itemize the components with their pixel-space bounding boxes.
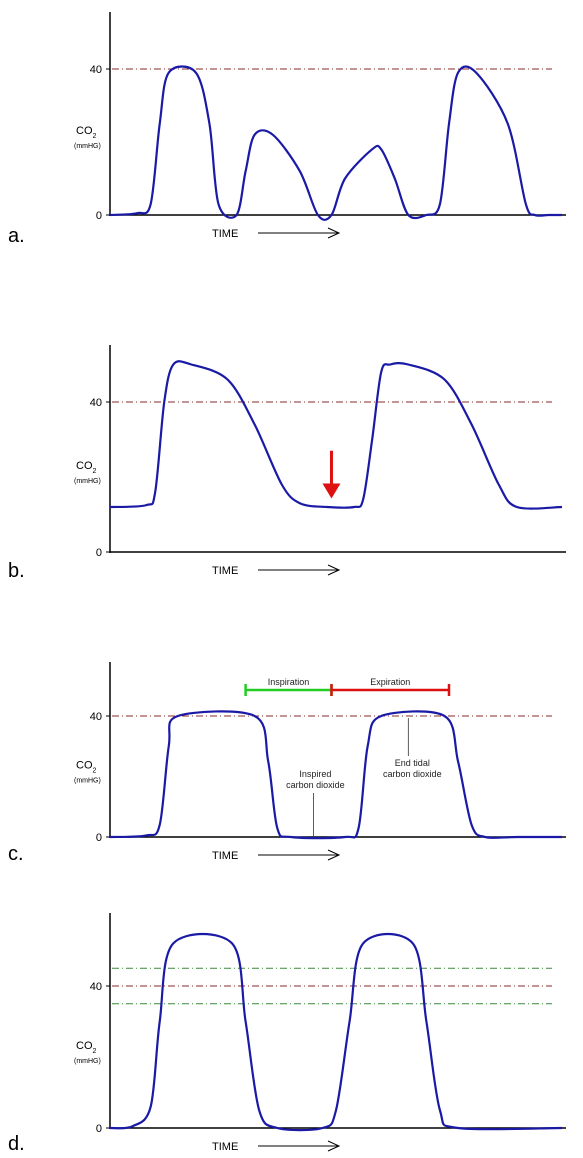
y-tick-label-0: 0 [96,832,102,844]
x-axis-label: TIME [212,850,238,862]
x-axis-label: TIME [212,1141,238,1153]
capnogram-panel-b: 0 40 CO2 (mmHG) TIME b. [8,345,566,582]
callout-text-line: carbon dioxide [383,769,442,779]
red-arrow-head [322,483,341,499]
y-tick-label-40: 40 [90,397,102,409]
y-tick-label-40: 40 [90,981,102,993]
co2-waveform [109,710,562,840]
callout-text-line: Inspired [299,769,331,779]
phase-bracket-inspiration: Inspiration [244,677,333,696]
phase-label: Expiration [370,677,410,687]
time-arrow-head [327,849,341,861]
y-axis-label: CO2 [76,125,97,140]
co2-waveform [109,360,563,510]
x-axis-label: TIME [212,565,238,577]
y-axis-unit: (mmHG) [74,1058,101,1065]
y-tick-label-40: 40 [90,64,102,76]
y-axis-unit: (mmHG) [74,143,101,150]
panel-label: c. [8,843,24,865]
y-axis-unit: (mmHG) [74,778,101,785]
panel-label: b. [8,560,25,582]
callout-text-line: carbon dioxide [286,780,345,790]
y-axis-label: CO2 [76,1040,97,1055]
y-axis-label: CO2 [76,460,97,475]
panel-label: a. [8,225,25,247]
callout-text-line: End tidal [395,758,430,768]
phase-label: Inspiration [268,677,310,687]
y-tick-label-0: 0 [96,1123,102,1135]
phase-bracket-expiration: Expiration [330,677,451,696]
capnogram-panel-c: 0 40 CO2 (mmHG) TIME c. Inspiration Expiration I… [8,662,566,865]
time-arrow-head [327,227,341,239]
y-tick-label-40: 40 [90,711,102,723]
co2-waveform [109,932,563,1132]
y-axis-unit: (mmHG) [74,478,101,485]
capnogram-panel-a: 0 40 CO2 (mmHG) TIME a. [8,12,566,247]
co2-waveform [109,65,562,221]
panel-label: d. [8,1133,25,1155]
time-arrow-head [327,564,341,576]
y-axis-label: CO2 [76,760,97,775]
y-tick-label-0: 0 [96,210,102,222]
y-tick-label-0: 0 [96,547,102,559]
time-arrow-head [327,1140,341,1152]
capnogram-panel-d: 0 40 CO2 (mmHG) TIME d. [8,913,566,1155]
x-axis-label: TIME [212,228,238,240]
red-arrow [322,450,341,499]
